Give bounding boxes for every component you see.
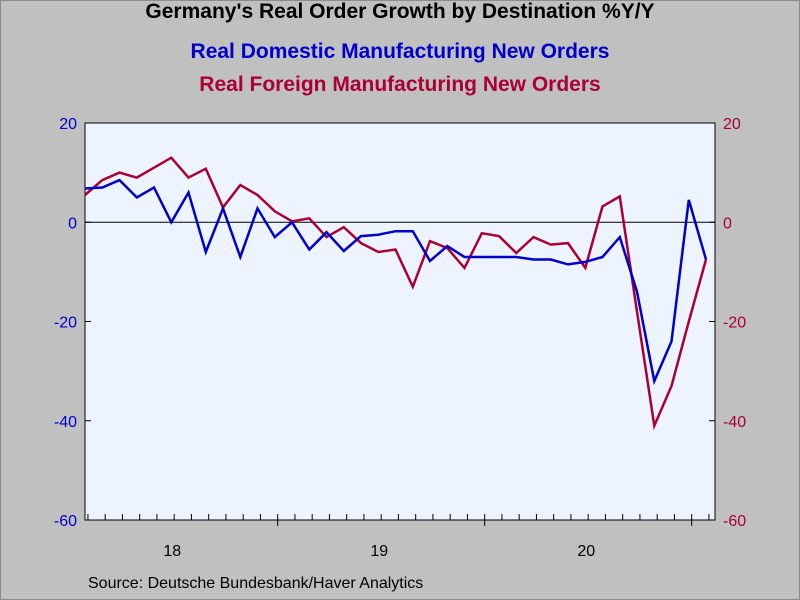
source-note: Source: Deutsche Bundesbank/Haver Analyt…	[88, 575, 424, 592]
legend-series-domestic: Real Domestic Manufacturing New Orders	[190, 40, 610, 63]
y-tick-label-right: -60	[723, 513, 746, 530]
x-tick-label: 19	[370, 543, 388, 560]
plot-area	[84, 122, 716, 521]
chart-title: Germany's Real Order Growth by Destinati…	[145, 0, 655, 23]
y-tick-label-left: -40	[54, 414, 77, 431]
y-tick-label-left: -20	[54, 315, 77, 332]
series-line-domestic	[84, 178, 708, 386]
y-tick-label-left: 0	[68, 215, 77, 232]
x-tick-label: 18	[163, 543, 181, 560]
x-tick-label: 20	[577, 543, 595, 560]
y-tick-label-right: 0	[723, 215, 732, 232]
y-tick-label-left: -60	[54, 513, 77, 530]
y-tick-label-right: -20	[723, 315, 746, 332]
series-line-foreign	[84, 156, 708, 431]
legend-series-foreign: Real Foreign Manufacturing New Orders	[199, 73, 601, 96]
y-tick-label-right: 20	[723, 116, 741, 133]
y-tick-label-right: -40	[723, 414, 746, 431]
y-tick-label-left: 20	[59, 116, 77, 133]
